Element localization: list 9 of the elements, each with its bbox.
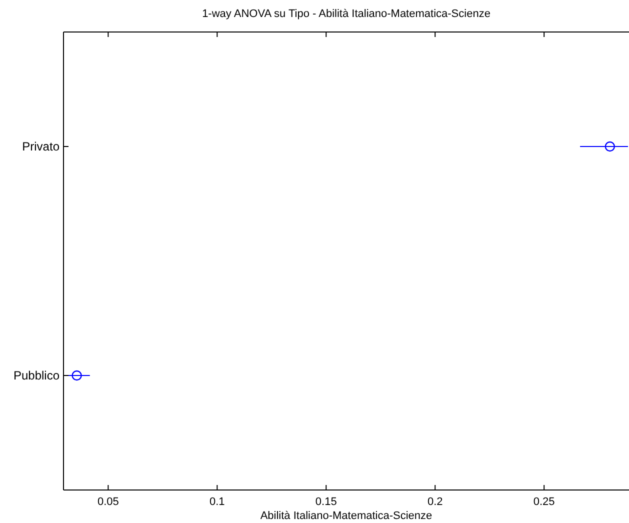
y-tick-label: Pubblico <box>13 368 60 382</box>
x-tick-label: 0.2 <box>427 496 443 508</box>
x-axis-title: Abilità Italiano-Matematica-Scienze <box>260 510 432 522</box>
x-tick-label: 0.05 <box>97 496 119 508</box>
x-tick-label: 0.1 <box>210 496 225 508</box>
chart-title: 1-way ANOVA su Tipo - Abilità Italiano-Matematica-Scienze <box>202 8 490 20</box>
y-tick-label: Privato <box>22 140 60 154</box>
x-tick-label: 0.25 <box>533 496 555 508</box>
x-tick-label: 0.15 <box>315 496 337 508</box>
